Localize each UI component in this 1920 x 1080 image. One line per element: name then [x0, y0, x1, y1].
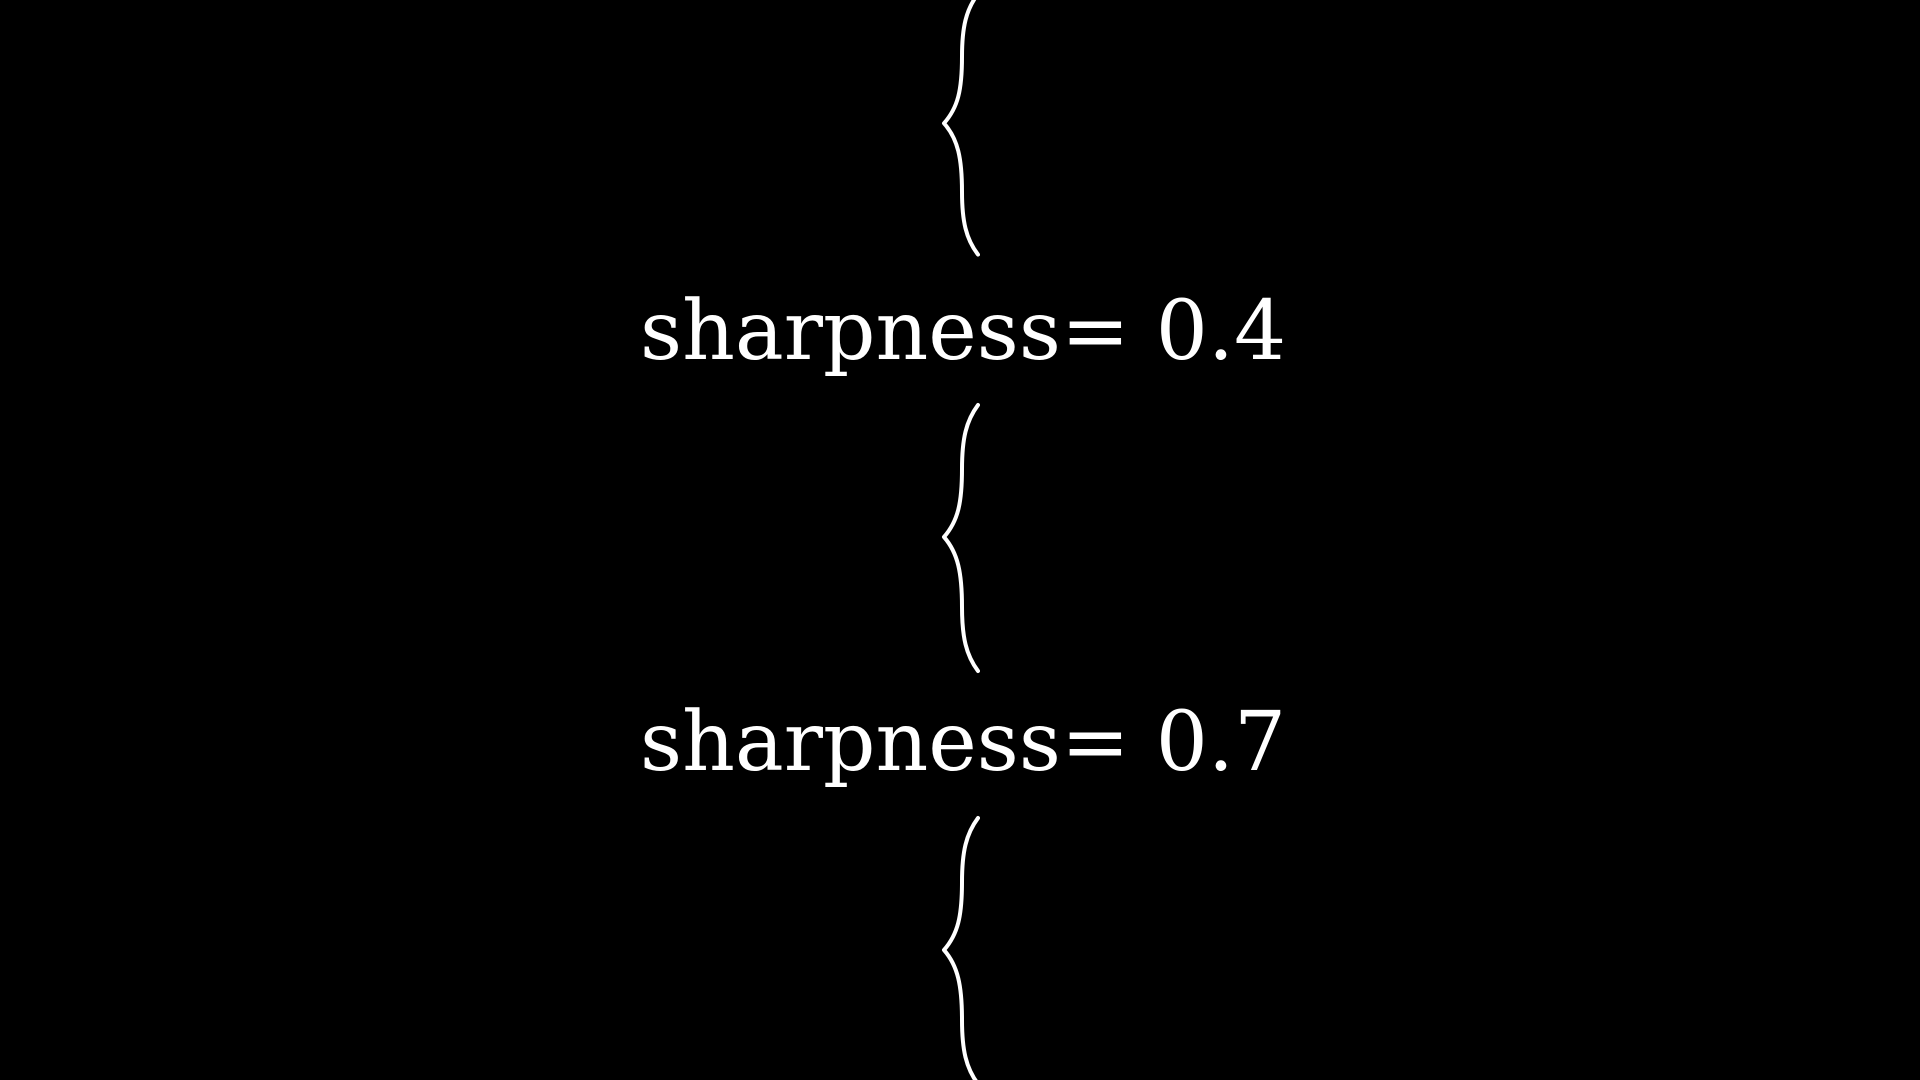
curly-brace-icon [942, 0, 980, 257]
curly-brace-icon [942, 403, 980, 673]
curly-brace-icon [942, 816, 980, 1080]
sharpness-label: sharpness= 0.4 [640, 284, 1287, 379]
sharpness-label: sharpness= 0.7 [640, 695, 1287, 790]
